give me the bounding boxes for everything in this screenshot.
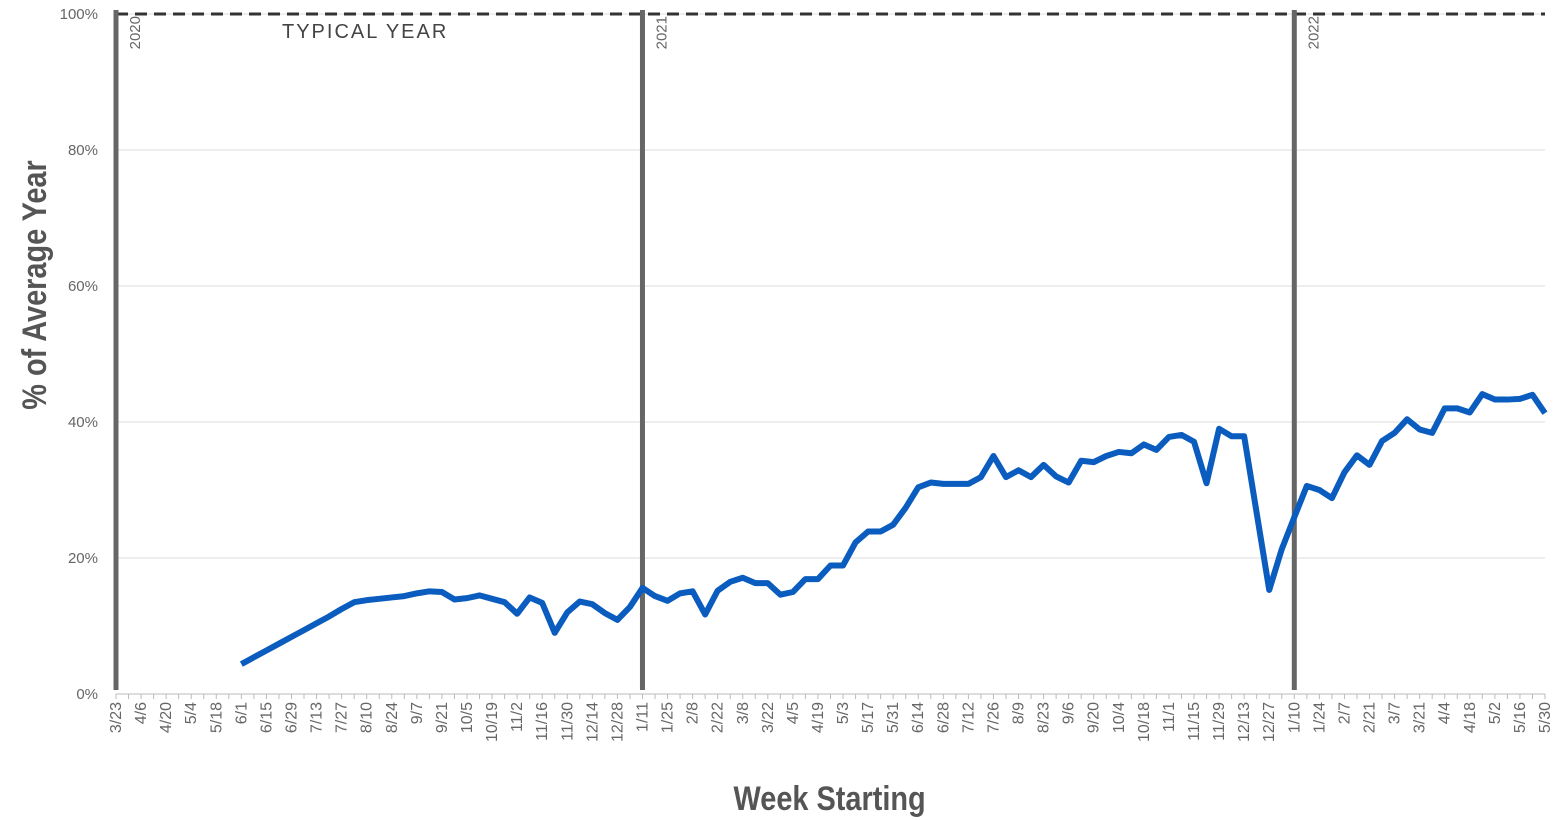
x-tick-label: 5/3 [835,702,852,724]
x-tick-label: 3/7 [1387,702,1404,724]
x-tick-label: 6/15 [258,702,275,733]
x-tick-label: 12/28 [609,702,626,742]
x-tick-label: 6/29 [283,702,300,733]
y-tick-label: 40% [68,414,98,431]
x-tick-label: 9/21 [434,702,451,733]
x-tick-label: 9/7 [409,702,426,724]
x-tick-label: 11/15 [1186,702,1203,741]
x-tick-label: 2/21 [1362,702,1379,733]
year-label: 2022 [1305,16,1322,49]
x-tick-label: 5/16 [1512,702,1529,733]
x-tick-label: 11/16 [534,702,551,741]
y-axis-title: % of Average Year [15,160,54,409]
x-tick-label: 8/9 [1011,702,1028,724]
x-tick-label: 4/5 [785,702,802,724]
x-tick-label: 3/8 [735,702,752,724]
x-tick-label: 11/30 [559,702,576,741]
data-line [239,391,1548,667]
x-tick-label: 6/28 [935,702,952,733]
x-tick-label: 4/18 [1462,702,1479,733]
x-tick-label: 6/1 [233,702,250,724]
x-tick-label: 7/12 [960,702,977,733]
x-tick-label: 10/4 [1111,702,1128,733]
year-label: 2020 [127,16,144,49]
x-tick-label: 11/29 [1211,702,1228,741]
x-tick-label: 7/13 [309,702,326,733]
y-tick-label: 80% [68,142,98,159]
y-tick-label: 0% [76,686,98,703]
x-tick-label: 6/14 [910,702,927,733]
x-tick-label: 10/18 [1136,702,1153,742]
x-tick-label: 1/11 [634,702,651,732]
reference-label: TYPICAL YEAR [282,21,448,43]
x-tick-label: 3/22 [760,702,777,733]
x-tick-label: 12/27 [1261,702,1278,742]
x-tick-label: 5/18 [208,702,225,733]
x-tick-label: 4/19 [810,702,827,733]
year-label: 2021 [653,16,670,49]
x-tick-label: 5/30 [1537,702,1554,733]
x-tick-label: 8/23 [1036,702,1053,733]
x-tick-label: 7/26 [985,702,1002,733]
x-tick-label: 12/13 [1236,702,1253,742]
x-tick-label: 5/4 [183,702,200,724]
x-tick-label: 2/7 [1336,702,1353,724]
x-tick-label: 10/5 [459,702,476,733]
x-tick-label: 1/25 [660,702,677,733]
x-tick-label: 9/20 [1086,702,1103,733]
x-tick-label: 2/8 [685,702,702,724]
x-tick-label: 11/1 [1161,702,1178,732]
x-tick-label: 1/10 [1286,702,1303,733]
x-tick-label: 4/6 [133,702,150,724]
x-tick-label: 11/2 [509,702,526,732]
x-tick-label: 5/2 [1487,702,1504,724]
y-tick-label: 20% [68,550,98,567]
x-tick-label: 12/14 [584,702,601,742]
x-tick-label: 4/20 [158,702,175,733]
x-tick-label: 3/23 [108,702,125,733]
x-tick-label: 9/6 [1061,702,1078,724]
x-tick-label: 5/17 [860,702,877,733]
x-tick-label: 8/10 [359,702,376,733]
x-tick-label: 5/31 [885,702,902,733]
y-tick-label: 60% [68,278,98,295]
x-tick-label: 1/24 [1311,702,1328,733]
x-tick-label: 10/19 [484,702,501,742]
x-tick-label: 8/24 [384,702,401,733]
x-axis-title: Week Starting [734,779,926,818]
x-tick-label: 4/4 [1437,702,1454,724]
x-tick-label: 7/27 [334,702,351,733]
y-tick-label: 100% [60,6,98,23]
x-tick-label: 2/22 [710,702,727,733]
x-tick-label: 3/21 [1412,702,1429,733]
